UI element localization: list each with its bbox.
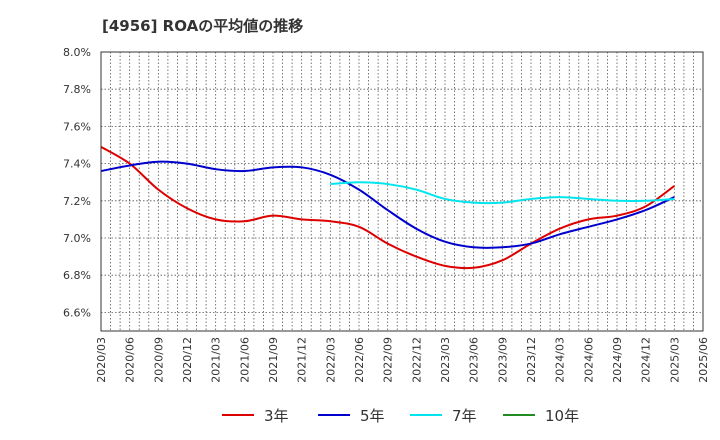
x-tick-label: 2022/06 xyxy=(353,337,366,383)
x-tick-label: 2023/09 xyxy=(496,337,509,383)
legend-swatch xyxy=(222,414,254,416)
y-tick-label: 7.8% xyxy=(63,83,91,96)
axis-layer xyxy=(100,51,704,332)
series-line-3 xyxy=(330,181,675,205)
y-tick-label: 6.8% xyxy=(63,269,91,282)
x-tick-label: 2022/09 xyxy=(382,337,395,383)
x-tick-label: 2025/03 xyxy=(668,337,681,383)
legend-swatch xyxy=(318,414,350,416)
y-tick-label: 7.2% xyxy=(63,195,91,208)
x-tick-label: 2024/09 xyxy=(611,337,624,383)
x-tick-label: 2023/06 xyxy=(468,337,481,383)
legend-label: 10年 xyxy=(545,406,580,425)
x-tick-label: 2020/03 xyxy=(95,337,108,383)
x-tick-label: 2024/03 xyxy=(554,337,567,383)
grid-layer xyxy=(101,51,703,331)
x-tick-label: 2021/03 xyxy=(210,337,223,383)
chart-title: [4956] ROAの平均値の推移 xyxy=(102,17,304,35)
legend: 3年 5年 7年 10年 xyxy=(0,403,720,427)
plot-frame xyxy=(100,51,704,332)
series-line-1 xyxy=(100,145,675,270)
legend-item: 10年 xyxy=(503,403,579,427)
legend-label: 3年 xyxy=(264,406,289,425)
x-tick-label: 2021/06 xyxy=(238,337,251,383)
y-tick-label: 7.4% xyxy=(63,158,91,171)
y-tick-label: 6.6% xyxy=(63,306,91,319)
x-tick-label: 2020/06 xyxy=(124,337,137,383)
x-tick-label: 2025/06 xyxy=(697,337,710,383)
x-tick-label: 2020/09 xyxy=(152,337,165,383)
legend-item: 7年 xyxy=(410,403,477,427)
legend-item: 3年 xyxy=(222,403,289,427)
y-tick-label: 7.6% xyxy=(63,120,91,133)
y-tick-label: 8.0% xyxy=(63,46,91,59)
x-tick-label: 2021/09 xyxy=(267,337,280,383)
legend-label: 5年 xyxy=(360,406,385,425)
series-line-2 xyxy=(100,160,675,249)
y-tick-label: 7.0% xyxy=(63,232,91,245)
x-tick-label: 2024/06 xyxy=(582,337,595,383)
x-tick-label: 2024/12 xyxy=(640,337,653,383)
x-tick-label: 2020/12 xyxy=(181,337,194,383)
x-tick-label: 2023/12 xyxy=(525,337,538,383)
legend-swatch xyxy=(410,414,442,416)
x-tick-label: 2021/12 xyxy=(296,337,309,383)
series-layer xyxy=(100,145,675,270)
x-tick-label: 2022/12 xyxy=(410,337,423,383)
x-tick-label: 2022/03 xyxy=(324,337,337,383)
y-tick-labels: 8.0% 7.8% 7.6% 7.4% 7.2% 7.0% 6.8% 6.6% xyxy=(63,46,91,319)
legend-item: 5年 xyxy=(318,403,385,427)
x-tick-label: 2023/03 xyxy=(439,337,452,383)
legend-label: 7年 xyxy=(452,406,477,425)
x-tick-labels: 2020/03 2020/06 2020/09 2020/12 2021/03 2021/… xyxy=(95,337,710,383)
legend-swatch xyxy=(503,414,535,416)
